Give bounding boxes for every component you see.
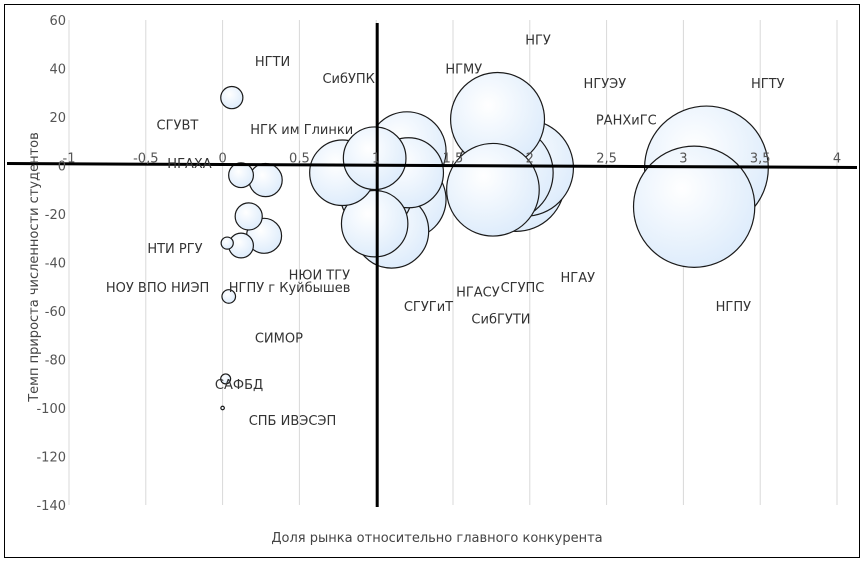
axis-line-horizontal [6,162,858,169]
bubble [220,373,232,385]
y-tick-label: -100 [36,402,66,417]
bubble-label: НГУЭУ [584,77,627,92]
x-tick-label: -1 [63,152,76,167]
bubble [220,236,234,250]
y-tick-label: 40 [49,63,66,78]
x-tick-label: 3 [679,152,687,167]
bubble-label: СибГУТИ [471,312,530,327]
x-tick-label: 3,5 [750,152,771,167]
bubble-label: НГУ [525,33,551,48]
bubble [220,405,225,411]
y-tick-label: -120 [36,451,66,466]
x-tick-label: 0,5 [289,152,310,167]
x-tick-label: 0 [218,152,226,167]
bubble-label: НЮИ ТГУ [289,269,351,284]
bubble-label: СПБ ИВЭСЭП [249,414,337,429]
bubble-labels: НГТИ СГУВТ НГАХА НГК им Глинки НТИ РГУ НОУ ВП… [106,33,785,429]
bubble-label: СИМОР [255,332,303,347]
y-tick-label: -140 [36,499,66,514]
bubble [228,162,255,189]
y-axis-title: Темп прироста численности студентов [27,132,42,403]
bubble [342,126,407,191]
y-tick-label: -20 [45,208,66,223]
bubble [248,162,283,198]
bubble-label: НОУ ВПО НИЭП [106,281,209,296]
grid-lines [68,20,838,505]
bubble [234,202,263,231]
x-tick-label: 1 [372,152,380,167]
bubble-label: НГТИ [255,55,290,70]
y-tick-label: 20 [49,111,66,126]
bubble-label: РАНХиГС [596,113,657,128]
bubble-label: НГПУ [716,300,751,315]
x-tick-label: -0,5 [133,152,158,167]
x-tick-label: 1,5 [443,152,464,167]
x-tick-labels: -1 -0,5 0 0,5 1 1,5 2 2,5 3 3,5 4 [63,152,842,167]
bubble-label: НГАУ [561,271,596,286]
y-tick-label: -40 [45,257,66,272]
y-tick-labels: 60 40 20 0 -20 -40 -60 -80 -100 -120 -140 [36,14,66,514]
bubble-label: НТИ РГУ [147,242,202,257]
y-tick-label: 0 [58,160,66,175]
bubble [221,289,237,304]
bubble-label: СГУПС [501,281,545,296]
bubble-label: НГМУ [445,63,482,78]
y-tick-label: 60 [49,14,66,29]
bubble [632,145,756,268]
bubble [340,189,409,258]
bubble-label: НГПУ г Куйбышев [229,281,351,296]
x-tick-label: 2,5 [596,152,617,167]
bubble-label: НГАХА [167,157,212,172]
bubble-label: САФБД [215,378,263,393]
y-tick-label: -60 [45,305,66,320]
bubble-label: НГК им Глинки [250,123,353,138]
bubble-label: НГТУ [751,77,785,92]
x-axis-title: Доля рынка относительно главного конкуре… [271,531,602,546]
x-tick-label: 2 [526,152,534,167]
bubble [220,85,244,110]
chart-frame: -1 -0,5 0 0,5 1 1,5 2 2,5 3 3,5 4 60 40 20 0 -20 -40 -60… [4,4,860,558]
y-tick-label: -80 [45,354,66,369]
bubble-chart: -1 -0,5 0 0,5 1 1,5 2 2,5 3 3,5 4 60 40 20 0 -20 -40 -60… [6,14,858,546]
x-tick-label: 4 [833,152,841,167]
bubble-label: СГУВТ [157,118,199,133]
bubble-label: СибУПК [322,72,374,87]
bubble-label: НГАСУ [456,286,500,301]
quadrant-axes [6,23,858,507]
bubble-label: СГУГиТ [404,300,453,315]
